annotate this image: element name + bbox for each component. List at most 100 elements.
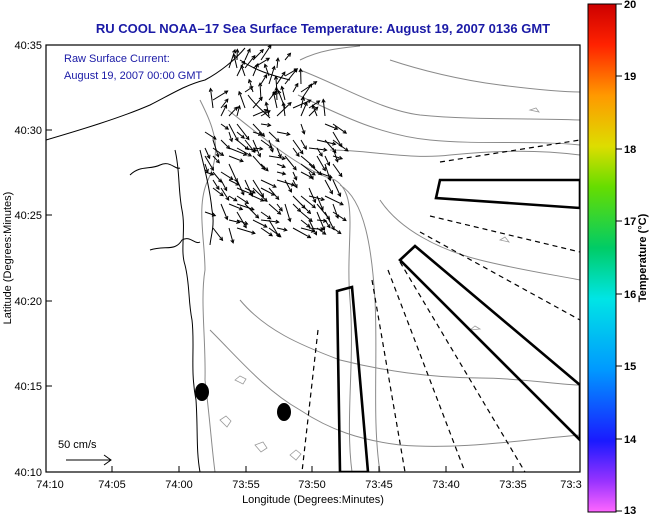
current-vector-head xyxy=(267,215,272,220)
current-vector-head xyxy=(271,65,276,71)
current-vector-head xyxy=(241,60,246,65)
current-vector xyxy=(260,187,275,196)
current-vector-head xyxy=(215,153,220,158)
current-vector xyxy=(220,98,229,109)
colorbar-ticks xyxy=(616,3,622,512)
current-vector-head xyxy=(208,87,213,92)
current-vector-head xyxy=(338,155,344,160)
colorbar-tick-labels: 20 19 18 17 16 15 14 13 xyxy=(624,0,637,517)
current-vector-head xyxy=(223,104,228,109)
current-vector-head xyxy=(326,224,331,229)
current-vector-head xyxy=(224,90,229,95)
current-vector-head xyxy=(260,197,265,202)
coastline xyxy=(46,47,291,472)
current-vector xyxy=(252,219,268,228)
current-vector xyxy=(228,131,233,142)
map-area xyxy=(46,45,580,472)
current-vector-head xyxy=(298,67,303,73)
current-vector xyxy=(292,203,301,212)
current-vector xyxy=(300,227,315,232)
x-tick-label: 74:05 xyxy=(98,479,126,491)
current-vector-head xyxy=(312,198,317,204)
scale-label: 50 cm/s xyxy=(58,439,97,451)
colorbar-tick-label: 14 xyxy=(624,434,637,446)
current-vector-head xyxy=(273,75,279,80)
current-vector-head xyxy=(257,153,262,158)
current-vector-head xyxy=(223,186,228,192)
current-vector xyxy=(228,155,244,162)
current-vector-head xyxy=(212,135,217,140)
current-vector-head xyxy=(272,91,277,96)
current-vector xyxy=(252,97,263,109)
current-vector-head xyxy=(236,219,241,224)
radar-beam-outlines xyxy=(335,178,580,472)
current-vector xyxy=(260,123,271,126)
x-tick-labels: 74:10 74:05 74:00 73:55 73:50 73:45 73:4… xyxy=(36,479,581,491)
current-vector-head xyxy=(252,148,258,153)
station-marker xyxy=(195,383,209,401)
current-vector xyxy=(252,195,264,202)
current-vector-head xyxy=(277,153,282,159)
current-vector xyxy=(212,179,220,190)
current-vector-head xyxy=(311,204,316,209)
current-vector-head xyxy=(258,82,263,87)
current-vector-head xyxy=(232,53,237,58)
current-vector-head xyxy=(306,234,312,239)
current-vector xyxy=(324,195,344,206)
current-vector xyxy=(212,227,223,241)
current-vector xyxy=(316,171,332,178)
tick-marks xyxy=(45,44,514,473)
current-vector xyxy=(300,155,315,168)
y-tick-labels: 40:35 40:30 40:25 40:20 40:15 40:10 xyxy=(14,40,42,479)
current-vector-head xyxy=(313,231,318,236)
current-vector-head xyxy=(281,156,287,161)
current-vector xyxy=(268,203,281,215)
current-vector-head xyxy=(233,106,238,111)
current-vector xyxy=(284,68,298,85)
current-vector xyxy=(240,65,246,77)
current-vector-head xyxy=(215,159,221,164)
current-vector-head xyxy=(294,82,299,88)
current-vector-head xyxy=(224,125,230,130)
current-vector xyxy=(248,79,254,93)
current-vector-head xyxy=(342,129,348,134)
x-tick-label: 74:00 xyxy=(165,479,193,491)
current-vector-head xyxy=(277,233,282,238)
current-vector-head xyxy=(260,132,266,137)
current-vector-head xyxy=(316,100,321,105)
current-vector-head xyxy=(322,230,327,235)
current-vector-head xyxy=(229,176,234,181)
current-vector-head xyxy=(295,152,300,157)
current-vector xyxy=(220,139,230,149)
current-vector-head xyxy=(281,71,286,76)
current-vector-head xyxy=(238,206,244,211)
current-vector-head xyxy=(268,232,274,237)
current-vector xyxy=(220,104,227,117)
y-tick-label: 40:35 xyxy=(14,40,42,52)
current-vector xyxy=(316,219,327,222)
current-vector-head xyxy=(264,167,269,172)
current-vector xyxy=(228,195,238,202)
current-vector xyxy=(332,131,343,147)
current-vector xyxy=(332,147,339,162)
current-vector-head xyxy=(275,195,280,201)
current-vector xyxy=(292,171,297,180)
current-vector xyxy=(316,211,325,231)
temperature-colorbar xyxy=(587,3,617,513)
current-vector xyxy=(228,147,247,156)
current-vector xyxy=(236,219,248,225)
current-vector xyxy=(292,147,300,157)
current-vector xyxy=(252,131,262,136)
current-vector-head xyxy=(236,104,241,110)
current-label-line2: August 19, 2007 00:00 GMT xyxy=(64,70,202,82)
current-vector-head xyxy=(326,215,331,221)
current-vector-head xyxy=(320,197,326,202)
current-vector-head xyxy=(219,192,224,197)
current-vector xyxy=(228,203,243,210)
current-vector xyxy=(264,64,270,77)
current-vector-head xyxy=(247,152,253,157)
current-vector-head xyxy=(300,96,306,101)
current-vector-head xyxy=(330,226,335,231)
current-vector xyxy=(212,90,228,101)
current-vector-head xyxy=(281,164,287,169)
